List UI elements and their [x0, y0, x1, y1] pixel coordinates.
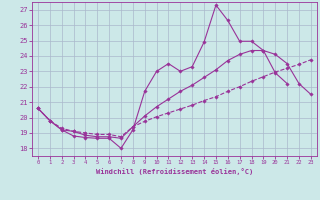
X-axis label: Windchill (Refroidissement éolien,°C): Windchill (Refroidissement éolien,°C)	[96, 168, 253, 175]
